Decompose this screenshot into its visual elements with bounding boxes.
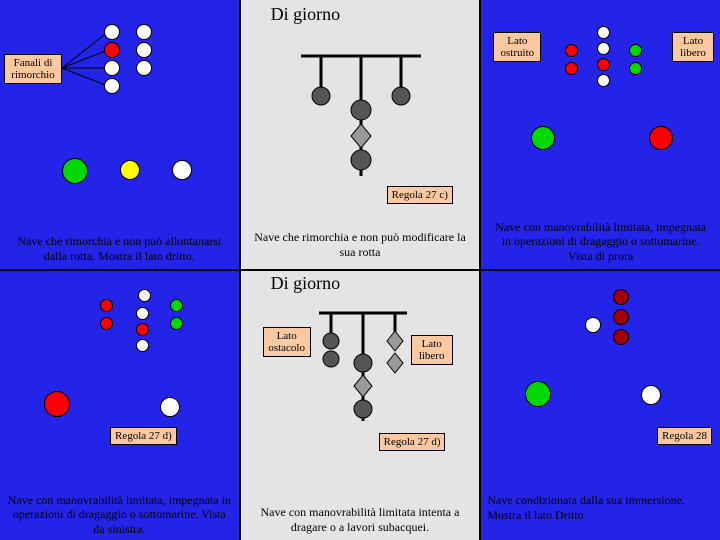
light-green [170, 299, 183, 312]
light-green [629, 44, 642, 57]
light-white [641, 385, 661, 405]
light-white [160, 397, 180, 417]
caption-p1: Nave che rimorchia e non può allontanars… [0, 234, 239, 263]
light-green [170, 317, 183, 330]
caption-p2: Nave che rimorchia e non può modificare … [241, 230, 480, 259]
rule-27c-box: Regola 27 c) [387, 186, 453, 204]
panel-6: Regola 28 Nave condizionata dalla sua im… [481, 271, 720, 540]
light-white [136, 339, 149, 352]
light-white [597, 74, 610, 87]
light-white [585, 317, 601, 333]
light-green [525, 381, 551, 407]
light-white [104, 78, 120, 94]
light-white [104, 24, 120, 40]
light-darkred [613, 289, 629, 305]
caption-p3: Nave con manovrabilità limitata, impegna… [481, 220, 720, 263]
light-darkred [613, 329, 629, 345]
caption-p5: Nave con manovrabilità limitata intenta … [241, 505, 480, 534]
lato-libero-box: Lato libero [672, 32, 714, 62]
light-red [44, 391, 70, 417]
light-white [136, 307, 149, 320]
light-green [62, 158, 88, 184]
light-white [597, 42, 610, 55]
light-red [649, 126, 673, 150]
panel-1: Fanali di rimorchio Nave che rimorchia e… [0, 0, 239, 269]
light-white [138, 289, 151, 302]
light-white [136, 60, 152, 76]
daymark-rig-2 [241, 271, 480, 540]
light-red [136, 323, 149, 336]
light-red [565, 44, 578, 57]
light-darkred [613, 309, 629, 325]
light-white [104, 60, 120, 76]
rule-27d-box: Regola 27 d) [110, 427, 177, 445]
light-white [136, 42, 152, 58]
light-red [100, 317, 113, 330]
panel-2: Di giorno Regola 27 c) Nave che rimorchi… [241, 0, 480, 269]
caption-p4: Nave con manovrabilità limitata, impegna… [0, 493, 239, 536]
light-white [136, 24, 152, 40]
panel-5: Di giorno Lato ostacolo Lato libero Rego… [241, 271, 480, 540]
light-white [597, 26, 610, 39]
fan-lines [0, 0, 239, 269]
caption-p6: Nave condizionata dalla sua immersione. … [487, 493, 720, 522]
rule-28-box: Regola 28 [657, 427, 712, 445]
light-green [531, 126, 555, 150]
lato-ostruito-box: Lato ostruito [493, 32, 541, 62]
panel-3: Lato ostruito Lato libero Nave con manov… [481, 0, 720, 269]
light-green [629, 62, 642, 75]
light-red [565, 62, 578, 75]
light-white [172, 160, 192, 180]
light-red [597, 58, 610, 71]
light-yellow [120, 160, 140, 180]
panel-4: Regola 27 d) Nave con manovrabilità limi… [0, 271, 239, 540]
rule-27d-box-2: Regola 27 d) [379, 433, 446, 451]
daymark-rig [241, 0, 480, 269]
light-red [104, 42, 120, 58]
light-red [100, 299, 113, 312]
